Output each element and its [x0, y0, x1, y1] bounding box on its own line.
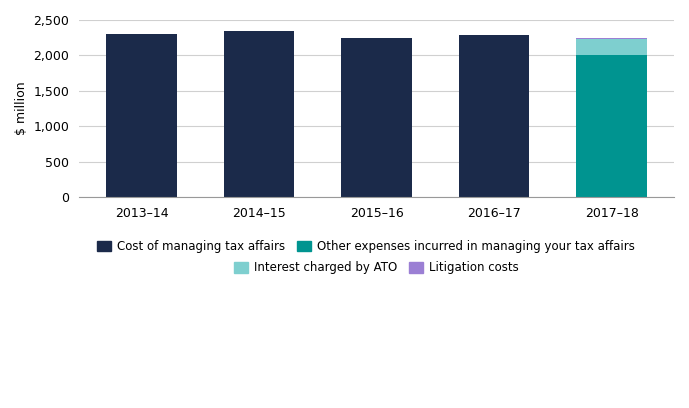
Bar: [577, 38, 647, 39]
Bar: [224, 31, 294, 197]
Bar: [106, 34, 176, 197]
Bar: [341, 38, 412, 197]
Bar: [577, 55, 647, 197]
Y-axis label: $ million: $ million: [15, 82, 28, 135]
Bar: [577, 39, 647, 55]
Bar: [459, 35, 529, 197]
Legend: Interest charged by ATO, Litigation costs: Interest charged by ATO, Litigation cost…: [234, 261, 519, 274]
